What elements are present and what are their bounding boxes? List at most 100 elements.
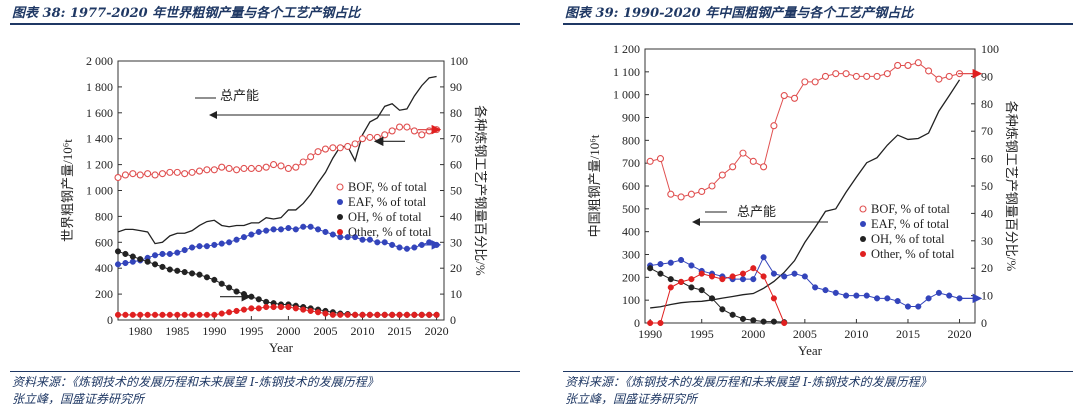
data-point — [411, 244, 418, 251]
data-point — [285, 304, 292, 311]
data-point — [114, 174, 122, 182]
data-point — [188, 168, 196, 176]
y-tick-label-right: 10 — [450, 287, 462, 301]
data-point — [667, 284, 674, 291]
data-point — [760, 254, 767, 261]
data-point — [396, 244, 403, 251]
data-point — [284, 164, 292, 173]
source-line-2: 张立峰，国盛证券研究所 — [565, 392, 698, 406]
data-point — [935, 289, 942, 296]
y-tick-label-left: 0 — [634, 316, 640, 330]
x-tick-label: 2010 — [351, 324, 375, 338]
y-tick-label-left: 400 — [95, 261, 113, 275]
data-point — [904, 303, 912, 310]
data-point — [739, 270, 747, 277]
data-point — [248, 305, 255, 312]
data-point — [688, 284, 695, 291]
y-tick-label-right: 60 — [450, 158, 462, 172]
data-point — [719, 276, 726, 283]
y-tick-label-right: 50 — [450, 184, 462, 198]
data-point — [359, 311, 366, 318]
legend-label: BOF, % of total — [348, 180, 427, 194]
data-point — [240, 234, 248, 241]
data-point — [781, 319, 788, 327]
data-point — [688, 262, 695, 269]
data-point — [425, 127, 433, 135]
data-point — [114, 261, 122, 268]
legend-marker — [859, 205, 867, 213]
data-point — [151, 171, 159, 179]
data-point — [410, 127, 418, 135]
legend-marker — [337, 214, 343, 220]
chart-panel-china: 图表 39: 1990-2020 年中国粗钢产量与各个工艺产钢占比 0 100 20… — [563, 0, 1080, 413]
data-point — [218, 240, 225, 247]
data-point — [801, 78, 809, 86]
data-point — [174, 311, 181, 318]
data-point — [232, 166, 241, 174]
x-tick-label: 2020 — [425, 324, 449, 338]
data-point — [853, 292, 860, 299]
data-point — [708, 295, 716, 302]
series-connector — [117, 250, 437, 316]
data-point — [196, 311, 203, 318]
data-point — [366, 236, 373, 243]
data-point — [729, 273, 736, 280]
data-point — [292, 305, 299, 312]
data-point — [329, 311, 336, 318]
y-tick-label-left: 1 800 — [86, 80, 113, 94]
data-point — [218, 163, 226, 171]
legend-marker — [336, 183, 344, 191]
y-tick-label-left: 200 — [95, 287, 113, 301]
figure-title: 图表 38: 1977-2020 年世界粗钢产量与各个工艺产钢占比 — [12, 6, 361, 21]
y-axis-label-left: 中国粗钢产量/10⁶t — [587, 134, 602, 237]
data-point — [426, 239, 433, 246]
x-tick-label: 1985 — [165, 324, 189, 338]
data-point — [225, 164, 233, 173]
y-tick-label-left: 1 400 — [86, 132, 113, 146]
data-point — [389, 241, 396, 248]
series-connector — [650, 256, 960, 308]
y-tick-label-left: 2 000 — [86, 54, 113, 68]
x-tick-label: 1990 — [202, 324, 226, 338]
data-point — [255, 228, 262, 235]
y-tick-label-right: 20 — [450, 261, 462, 275]
y-axis-label-right: 各种炼钢工艺产钢量百分比/% — [473, 105, 488, 276]
data-point — [770, 270, 777, 277]
data-point — [389, 311, 396, 318]
y-tick-label-left: 1 200 — [613, 42, 640, 56]
data-point — [925, 67, 933, 75]
data-point — [321, 145, 330, 153]
y-tick-label-left: 400 — [622, 225, 640, 239]
y-tick-label-left: 1 600 — [86, 106, 113, 120]
x-tick-label: 1995 — [690, 327, 714, 341]
data-point — [729, 311, 736, 318]
data-point — [277, 162, 285, 170]
data-point — [646, 157, 654, 165]
data-point — [708, 273, 716, 280]
y-tick-label-right: 60 — [981, 152, 993, 166]
data-point — [233, 236, 240, 243]
legend-label: OH, % of total — [871, 232, 945, 246]
data-point — [381, 131, 389, 139]
data-point — [395, 123, 404, 131]
data-point — [144, 170, 152, 178]
y-tick-label-left: 1 000 — [613, 88, 640, 102]
y-tick-label-right: 90 — [981, 69, 993, 83]
data-point — [129, 253, 136, 260]
data-point — [822, 287, 829, 294]
data-point — [821, 72, 830, 80]
data-point — [433, 311, 440, 318]
data-point — [181, 247, 188, 254]
data-point — [863, 72, 871, 80]
data-point — [181, 311, 188, 318]
y-tick-label-left: 500 — [622, 202, 640, 216]
data-point — [174, 267, 181, 274]
data-point — [129, 311, 136, 318]
source-note: 资料来源：《炼钢技术的发展历程和未来展望 I-炼钢技术的发展历程》 张立峰，国盛… — [12, 374, 522, 408]
data-point — [226, 239, 233, 246]
x-tick-label: 2000 — [276, 324, 300, 338]
data-point — [770, 318, 777, 325]
data-point — [292, 163, 300, 171]
